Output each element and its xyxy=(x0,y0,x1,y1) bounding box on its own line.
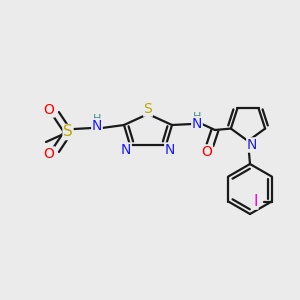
Text: O: O xyxy=(202,145,212,159)
Text: S: S xyxy=(144,102,152,116)
Text: O: O xyxy=(44,103,54,117)
Text: I: I xyxy=(254,194,258,209)
Text: N: N xyxy=(121,143,131,157)
Text: N: N xyxy=(165,143,175,157)
Text: H: H xyxy=(93,114,101,124)
Text: H: H xyxy=(193,112,201,122)
Text: S: S xyxy=(63,124,73,140)
Text: N: N xyxy=(192,117,202,131)
Text: O: O xyxy=(44,147,54,161)
Text: N: N xyxy=(92,119,102,133)
Text: N: N xyxy=(247,138,257,152)
